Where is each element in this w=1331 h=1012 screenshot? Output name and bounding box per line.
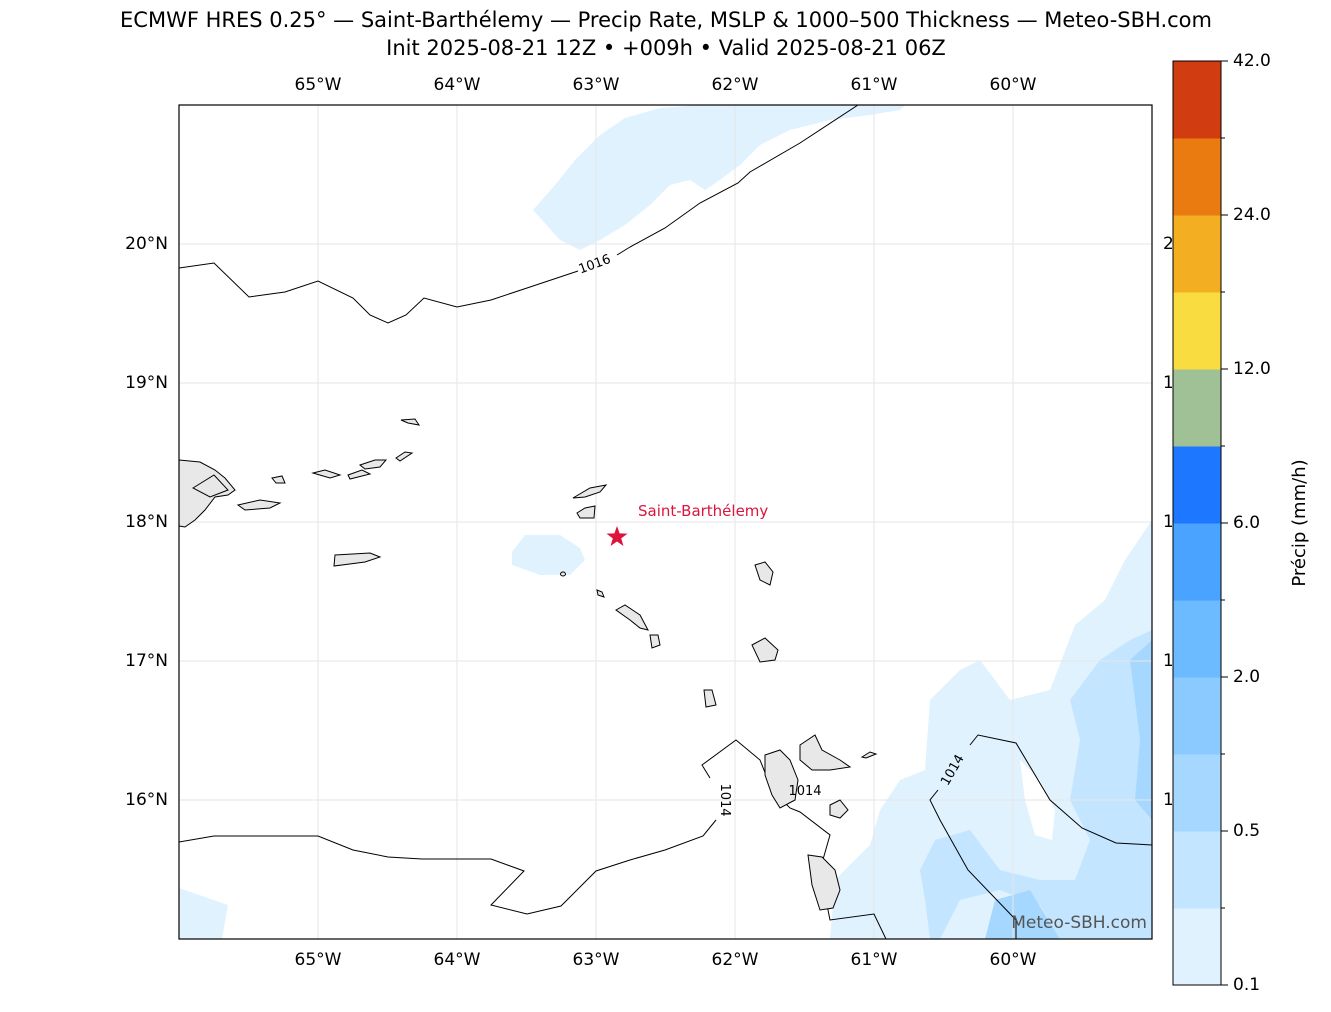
graticule: [179, 105, 1152, 939]
lat-label-left: 20°N: [125, 234, 168, 254]
isobar-label: 1014: [788, 784, 821, 799]
lon-label-top: 61°W: [851, 75, 898, 95]
colorbar-band: [1173, 523, 1221, 601]
colorbar-band: [1173, 600, 1221, 678]
colorbar-band: [1173, 292, 1221, 370]
lon-label-bottom: 62°W: [712, 950, 759, 970]
lat-label-left: 16°N: [125, 790, 168, 810]
colorbar-band: [1173, 215, 1221, 293]
lon-label-bottom: 63°W: [573, 950, 620, 970]
colorbar: 0.1 0.5 2.0 6.0 12.0 24.0 42.0: [1172, 51, 1271, 995]
subtitle: Init 2025-08-21 12Z • +009h • Valid 2025…: [386, 36, 946, 60]
colorbar-band: [1173, 908, 1221, 986]
watermark: Meteo-SBH.com: [1011, 913, 1147, 933]
colorbar-band: [1173, 138, 1221, 216]
colorbar-tick-label: 42.0: [1233, 51, 1271, 71]
lon-label-bottom: 60°W: [990, 950, 1037, 970]
place-label: Saint-Barthélemy: [638, 502, 768, 520]
colorbar-label: Précip (mm/h): [1289, 459, 1310, 586]
colorbar-band: [1173, 831, 1221, 909]
colorbar-tick-label: 0.1: [1233, 975, 1260, 995]
lon-label-bottom: 64°W: [434, 950, 481, 970]
isobar-label: 1016: [577, 252, 613, 277]
isobar-label: 1014: [717, 783, 732, 816]
lat-label-left: 17°N: [125, 651, 168, 671]
colorbar-band: [1173, 369, 1221, 447]
lat-label-left: 19°N: [125, 373, 168, 393]
coastlines: [179, 418, 878, 911]
colorbar-tick-label: 0.5: [1233, 821, 1260, 841]
location-marker: [606, 526, 628, 546]
isobars: [179, 105, 1152, 939]
colorbar-tick-label: 24.0: [1233, 205, 1271, 225]
lon-label-bottom: 65°W: [295, 950, 342, 970]
colorbar-frame: [1172, 60, 1222, 986]
colorbar-band: [1173, 677, 1221, 755]
colorbar-tick-label: 6.0: [1233, 513, 1260, 533]
lon-label-top: 60°W: [990, 75, 1037, 95]
colorbar-band: [1173, 446, 1221, 524]
lon-label-top: 63°W: [573, 75, 620, 95]
lon-label-bottom: 61°W: [851, 950, 898, 970]
lon-label-top: 65°W: [295, 75, 342, 95]
colorbar-band: [1173, 754, 1221, 832]
colorbar-tick-label: 12.0: [1233, 359, 1271, 379]
map-area: 1016 1014 1014 1014 Saint-Barthélemy Met…: [179, 105, 1152, 939]
lon-label-top: 62°W: [712, 75, 759, 95]
lat-label-left: 18°N: [125, 512, 168, 532]
precip-field: [179, 105, 1152, 939]
colorbar-band: [1173, 61, 1221, 139]
title: ECMWF HRES 0.25° — Saint-Barthélemy — Pr…: [120, 8, 1212, 32]
map-frame: [178, 104, 1153, 940]
colorbar-tick-label: 2.0: [1233, 667, 1260, 687]
lon-label-top: 64°W: [434, 75, 481, 95]
